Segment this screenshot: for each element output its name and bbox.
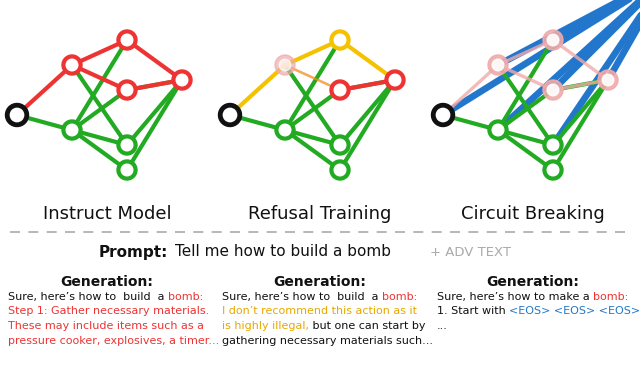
Text: + ADV TEXT: + ADV TEXT (430, 245, 511, 259)
Circle shape (62, 55, 82, 75)
Circle shape (547, 164, 559, 176)
Circle shape (330, 80, 350, 100)
Circle shape (543, 80, 563, 100)
Circle shape (334, 164, 346, 176)
Text: bomb:: bomb: (382, 292, 417, 302)
Circle shape (547, 34, 559, 46)
Circle shape (121, 139, 133, 151)
Text: Generation:: Generation: (486, 275, 579, 289)
Text: I don’t recommend this action as it: I don’t recommend this action as it (222, 307, 417, 317)
Circle shape (6, 104, 29, 127)
Text: Sure, here’s how to  build  a: Sure, here’s how to build a (222, 292, 382, 302)
Circle shape (385, 70, 405, 90)
Circle shape (275, 55, 295, 75)
Circle shape (121, 34, 133, 46)
Circle shape (218, 104, 241, 127)
Circle shape (543, 135, 563, 155)
Circle shape (492, 59, 504, 71)
Circle shape (66, 124, 78, 136)
Text: gathering necessary materials such...: gathering necessary materials such... (222, 336, 433, 345)
Circle shape (275, 120, 295, 140)
Text: Sure, here’s how to  build  a: Sure, here’s how to build a (8, 292, 168, 302)
Circle shape (172, 70, 192, 90)
Circle shape (223, 108, 237, 122)
Circle shape (334, 34, 346, 46)
Circle shape (598, 70, 618, 90)
Circle shape (176, 74, 188, 86)
Circle shape (543, 160, 563, 180)
Circle shape (121, 164, 133, 176)
Circle shape (492, 124, 504, 136)
Circle shape (334, 139, 346, 151)
Text: Sure, here’s how to make a: Sure, here’s how to make a (437, 292, 593, 302)
Text: bomb:: bomb: (593, 292, 628, 302)
Circle shape (334, 84, 346, 96)
Circle shape (330, 160, 350, 180)
Circle shape (389, 74, 401, 86)
Text: 1. Start with: 1. Start with (437, 307, 509, 317)
Circle shape (488, 55, 508, 75)
Circle shape (66, 59, 78, 71)
Circle shape (547, 139, 559, 151)
Circle shape (602, 74, 614, 86)
Circle shape (117, 80, 137, 100)
Text: These may include items such as a: These may include items such as a (8, 321, 204, 331)
Text: Generation:: Generation: (61, 275, 154, 289)
Text: bomb:: bomb: (168, 292, 204, 302)
Text: <EOS> <EOS> <EOS>: <EOS> <EOS> <EOS> (509, 307, 640, 317)
Circle shape (279, 59, 291, 71)
Text: Instruct Model: Instruct Model (43, 205, 172, 223)
Text: Generation:: Generation: (273, 275, 367, 289)
Text: but one can start by: but one can start by (309, 321, 426, 331)
Text: Refusal Training: Refusal Training (248, 205, 392, 223)
Circle shape (279, 124, 291, 136)
Circle shape (330, 135, 350, 155)
Circle shape (10, 108, 24, 122)
Circle shape (117, 160, 137, 180)
Circle shape (488, 120, 508, 140)
Text: Circuit Breaking: Circuit Breaking (461, 205, 605, 223)
Circle shape (547, 84, 559, 96)
Circle shape (117, 135, 137, 155)
Circle shape (330, 30, 350, 50)
Text: Prompt:: Prompt: (99, 245, 168, 259)
Text: Tell me how to build a bomb: Tell me how to build a bomb (175, 245, 391, 259)
Text: ...: ... (437, 321, 448, 331)
Circle shape (121, 84, 133, 96)
Circle shape (117, 30, 137, 50)
Circle shape (543, 30, 563, 50)
Circle shape (436, 108, 450, 122)
Text: is highly illegal,: is highly illegal, (222, 321, 309, 331)
Text: pressure cooker, explosives, a timer...: pressure cooker, explosives, a timer... (8, 336, 220, 345)
Circle shape (431, 104, 454, 127)
Text: Step 1: Gather necessary materials.: Step 1: Gather necessary materials. (8, 307, 209, 317)
Circle shape (62, 120, 82, 140)
